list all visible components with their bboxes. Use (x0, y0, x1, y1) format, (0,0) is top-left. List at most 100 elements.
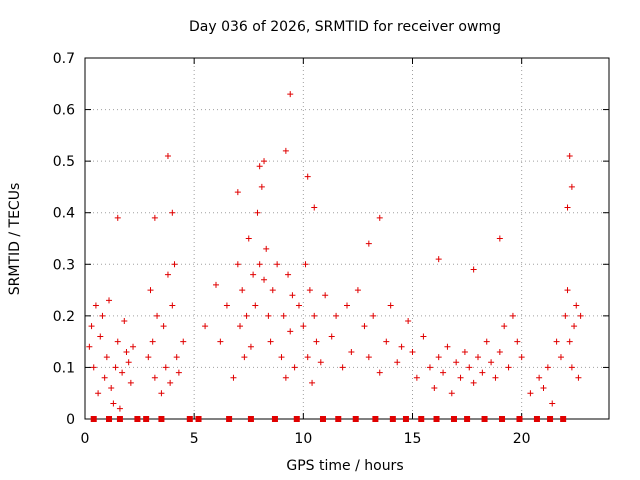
zero-marker (560, 416, 567, 422)
data-point (376, 369, 383, 376)
x-tick-label: 15 (404, 431, 422, 447)
data-point (311, 312, 318, 319)
data-point (295, 302, 302, 309)
data-point (114, 338, 121, 345)
zero-marker (293, 416, 300, 422)
data-point (566, 152, 573, 159)
data-point (223, 302, 230, 309)
data-point (169, 209, 176, 216)
data-point (394, 359, 401, 366)
data-point (448, 390, 455, 397)
data-point (171, 261, 178, 268)
data-point (514, 338, 521, 345)
data-point (383, 338, 390, 345)
zero-marker (319, 416, 326, 422)
y-tick-label: 0.6 (53, 103, 75, 119)
data-point (256, 261, 263, 268)
y-axis-label: SRMTID / TECUs (7, 183, 23, 296)
data-point (154, 312, 161, 319)
data-point (518, 354, 525, 361)
data-point (344, 302, 350, 309)
data-point (435, 354, 442, 361)
data-point (440, 369, 447, 376)
data-point (573, 302, 580, 309)
zero-marker (464, 416, 471, 422)
data-point (149, 338, 156, 345)
data-point (289, 292, 296, 299)
zero-marker (186, 416, 193, 422)
zero-marker (106, 416, 113, 422)
y-tick-label: 0.3 (53, 257, 75, 273)
data-point (549, 400, 556, 407)
zero-marker (402, 416, 409, 422)
data-point (106, 297, 113, 304)
data-point (282, 147, 289, 154)
zero-marker (418, 416, 425, 422)
data-point (90, 364, 97, 371)
data-point (263, 245, 270, 252)
data-point (162, 364, 169, 371)
data-point (300, 323, 307, 330)
chart-title: Day 036 of 2026, SRMTID for receiver owm… (189, 19, 501, 35)
data-point (348, 348, 355, 355)
data-point (261, 276, 268, 283)
data-point (160, 323, 167, 330)
data-point (101, 374, 108, 381)
data-point (217, 338, 224, 345)
data-point (304, 173, 311, 180)
data-point (361, 323, 368, 330)
data-point (309, 379, 316, 386)
data-point (568, 364, 575, 371)
zero-marker (481, 416, 488, 422)
data-point (564, 287, 571, 294)
data-point (252, 302, 259, 309)
data-point (282, 374, 289, 381)
data-point (365, 354, 372, 361)
data-point (536, 374, 543, 381)
data-point (453, 359, 460, 366)
data-point (269, 287, 276, 294)
zero-marker (335, 416, 342, 422)
data-point (119, 369, 126, 376)
data-point (527, 390, 534, 397)
zero-marker (247, 416, 254, 422)
data-point (306, 287, 313, 294)
data-point (566, 338, 573, 345)
data-point (496, 348, 503, 355)
plot-frame (84, 57, 610, 420)
data-point (365, 240, 372, 247)
data-point (544, 364, 551, 371)
data-point (409, 348, 416, 355)
grid-lines (85, 58, 609, 419)
zero-marker (372, 416, 379, 422)
data-point (114, 214, 121, 221)
data-point (145, 354, 152, 361)
y-tick-label: 0.7 (53, 51, 75, 67)
y-tick-label: 0 (66, 412, 75, 428)
data-point (265, 312, 272, 319)
data-point (158, 390, 165, 397)
data-point (457, 374, 464, 381)
data-point (267, 338, 274, 345)
data-point (164, 152, 171, 159)
data-point (475, 354, 481, 361)
data-point (121, 318, 128, 325)
data-point (405, 318, 412, 325)
data-point (420, 333, 427, 340)
data-point (169, 302, 176, 309)
data-point (291, 364, 298, 371)
data-point (261, 158, 268, 165)
zero-marker (116, 416, 123, 422)
x-tick-label: 0 (81, 431, 90, 447)
data-point (130, 343, 137, 350)
data-point (339, 364, 346, 371)
data-point (553, 338, 560, 345)
y-tick-label: 0.5 (53, 154, 75, 170)
y-tick-label: 0.1 (53, 360, 75, 376)
data-point (99, 312, 106, 319)
data-point (147, 287, 154, 294)
data-point (571, 323, 578, 330)
zero-marker (158, 416, 165, 422)
data-point (241, 354, 248, 361)
